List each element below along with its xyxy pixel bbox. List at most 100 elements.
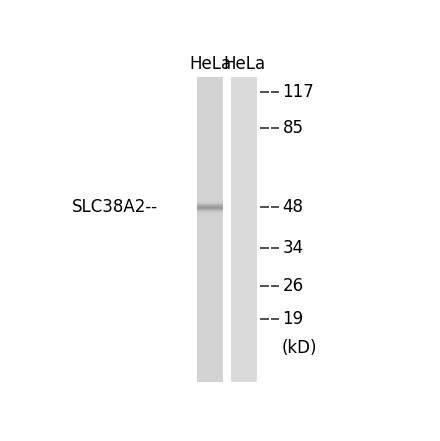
Bar [198,196,223,197]
Bar [198,165,223,166]
Bar [198,111,223,112]
Bar [198,296,223,297]
Bar [198,145,223,146]
Bar [198,188,223,189]
Bar [198,169,223,170]
Bar [198,368,223,369]
Bar [198,280,223,281]
Bar [198,175,223,176]
Bar [198,157,223,158]
Bar [198,200,223,201]
Bar [198,228,223,229]
Bar [198,276,223,277]
Bar [198,197,223,198]
Bar [198,107,223,108]
Bar [198,319,223,320]
Bar [198,124,223,125]
Bar [198,158,223,159]
Bar [198,206,223,207]
Bar [198,96,223,97]
Bar [198,376,223,377]
Bar [198,267,223,268]
Bar [198,279,223,280]
Bar [198,360,223,361]
Bar [198,238,223,239]
Bar [198,271,223,272]
Bar [198,185,223,186]
Bar [198,166,223,167]
Bar [198,184,223,185]
Bar [198,216,223,217]
Bar [198,110,223,111]
Bar [198,119,223,120]
Bar [198,182,223,183]
Bar [198,172,223,173]
Bar [198,77,223,78]
Bar [198,329,223,330]
Bar [198,248,223,249]
Bar [198,270,223,271]
Bar [198,81,223,82]
Bar [198,225,223,226]
Bar [198,108,223,109]
Bar [198,377,223,378]
Bar [198,115,223,116]
Bar [198,122,223,123]
Bar [198,339,223,340]
Bar [198,201,223,202]
Bar [198,342,223,343]
Text: 117: 117 [282,83,314,101]
Bar [198,192,223,193]
Bar [198,212,223,213]
Bar [198,220,223,221]
Bar [198,106,223,107]
Bar [198,237,223,238]
Bar [198,320,223,321]
Bar [198,176,223,177]
Bar [198,234,223,235]
Bar [198,94,223,95]
Bar [198,150,223,151]
Bar [198,358,223,359]
Bar [198,103,223,104]
Bar [198,133,223,134]
Bar [198,310,223,311]
Bar [198,209,223,210]
Bar [198,144,223,145]
Bar [198,233,223,234]
Bar [198,131,223,132]
Bar [198,170,223,171]
Text: HeLa: HeLa [223,55,265,73]
Bar [198,142,223,143]
Bar [198,307,223,308]
Bar [198,263,223,264]
Bar [198,340,223,341]
Bar [198,246,223,247]
Bar [198,78,223,79]
Bar [198,347,223,348]
Bar [198,149,223,150]
Bar [198,348,223,349]
Bar [198,127,223,128]
Bar [198,314,223,315]
Bar [198,164,223,165]
Bar [198,300,223,301]
Bar [198,240,223,241]
Bar [198,309,223,310]
Bar [198,317,223,318]
Bar [198,278,223,279]
Bar [198,191,223,192]
Bar [198,344,223,345]
Bar [198,231,223,232]
Bar [198,129,223,130]
Text: 26: 26 [282,277,304,295]
Bar [198,318,223,319]
Bar [198,195,223,196]
Bar [198,167,223,168]
Bar [198,163,223,164]
Bar [198,277,223,278]
Bar [198,83,223,84]
Bar [198,120,223,121]
Bar [198,371,223,372]
Bar [198,171,223,172]
